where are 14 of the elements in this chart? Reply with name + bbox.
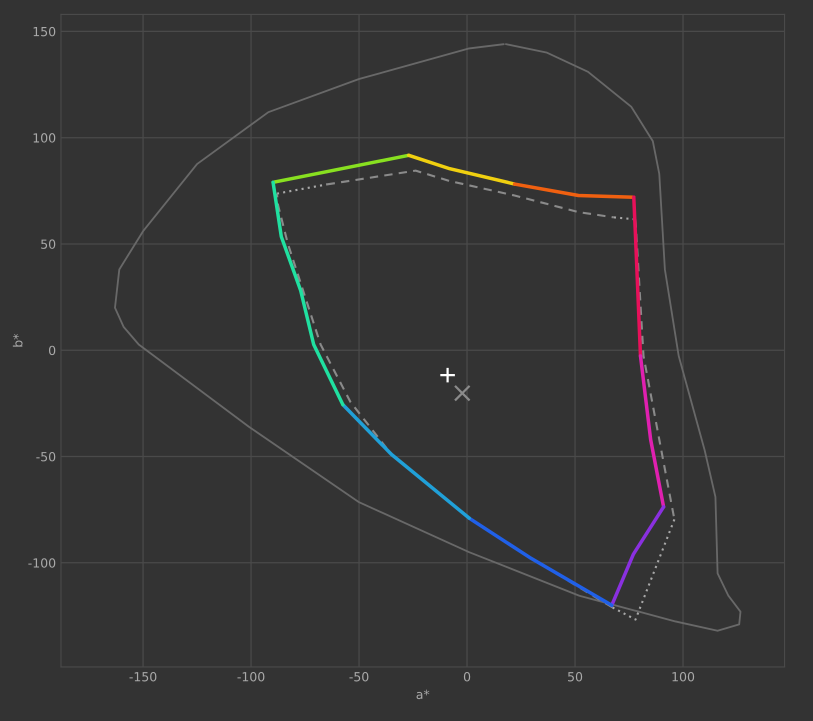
x-tick-label: 50 [568, 672, 582, 682]
y-tick-label: -50 [36, 452, 56, 462]
x-tick-label: -50 [349, 672, 368, 682]
x-tick-label: -150 [129, 672, 156, 682]
x-tick-label: 0 [464, 672, 470, 682]
x-tick-label: 100 [672, 672, 694, 682]
y-tick-label: 50 [41, 239, 56, 249]
y-tick-label: 100 [34, 133, 56, 143]
y-axis-title: b* [12, 334, 23, 347]
x-axis-title: a* [416, 690, 430, 700]
y-tick-label: -100 [28, 558, 56, 568]
x-tick-label: -100 [237, 672, 264, 682]
y-tick-label: 0 [48, 346, 56, 356]
y-tick-label: 150 [34, 26, 56, 36]
